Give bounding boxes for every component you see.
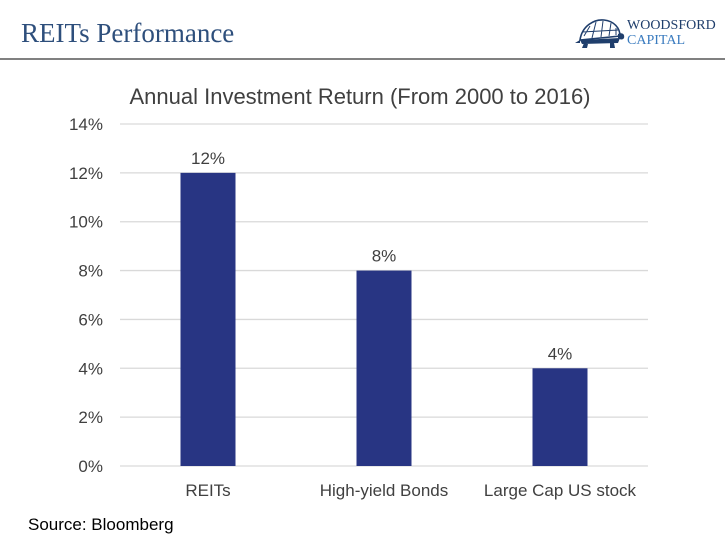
header-divider: [0, 58, 725, 60]
x-axis-ticks: REITs High-yield Bonds Large Cap US stock: [185, 481, 636, 500]
data-labels: 12% 8% 4%: [191, 149, 572, 363]
y-axis-ticks: 0% 2% 4% 6% 8% 10% 12% 14%: [69, 115, 103, 476]
y-tick-label: 10%: [69, 213, 103, 232]
data-label: 4%: [548, 344, 573, 363]
turtle-icon: [575, 19, 625, 48]
bar: [532, 368, 588, 466]
logo-text-woodsford: WOODSFORD: [627, 18, 716, 33]
bars: [180, 172, 588, 466]
y-tick-label: 2%: [78, 408, 103, 427]
bar: [180, 172, 236, 466]
y-tick-label: 4%: [78, 359, 103, 378]
x-tick-label: High-yield Bonds: [320, 481, 449, 500]
data-label: 8%: [372, 247, 397, 266]
y-tick-label: 0%: [78, 457, 103, 476]
y-tick-label: 6%: [78, 310, 103, 329]
company-logo: WOODSFORD CAPITAL: [574, 14, 724, 52]
y-tick-label: 8%: [78, 262, 103, 281]
x-tick-label: REITs: [185, 481, 230, 500]
x-tick-label: Large Cap US stock: [484, 481, 637, 500]
chart-title: Annual Investment Return (From 2000 to 2…: [129, 84, 590, 109]
slide-title: REITs Performance: [21, 18, 235, 48]
data-label: 12%: [191, 149, 225, 168]
bar: [356, 270, 412, 466]
source-note: Source: Bloomberg: [28, 515, 174, 534]
y-tick-label: 14%: [69, 115, 103, 134]
logo-text-capital: CAPITAL: [627, 33, 685, 48]
y-tick-label: 12%: [69, 164, 103, 183]
